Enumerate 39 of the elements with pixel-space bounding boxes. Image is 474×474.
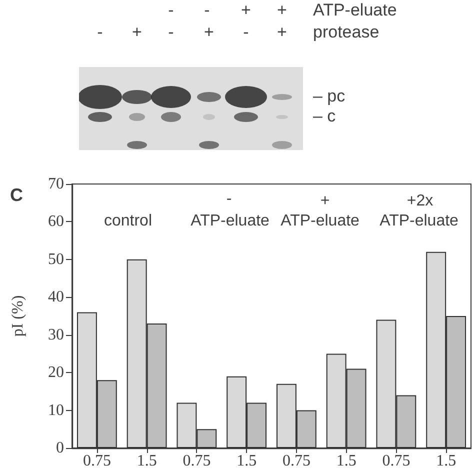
text: protease [313, 22, 380, 42]
text: - [243, 22, 249, 42]
text: C [10, 185, 23, 205]
x-tick-label: 0.75 [182, 452, 211, 470]
x-tick-label: 0.75 [382, 452, 410, 470]
x-tick-label: 0.75 [282, 452, 310, 470]
text: - [168, 0, 174, 20]
y-tick-label: 0 [56, 440, 64, 456]
text: + [277, 22, 288, 42]
y-axis-title: pI (%) [10, 295, 26, 337]
y-tick-label: 60 [48, 213, 64, 230]
text: - [168, 22, 174, 42]
text: – c [313, 106, 336, 126]
x-tick-label: 1.5 [436, 452, 456, 470]
annotation: - [226, 190, 232, 208]
text: - [204, 0, 210, 20]
annotation: ATP-eluate [190, 212, 270, 230]
annotation: control [104, 212, 152, 230]
x-tick-label: 1.5 [136, 452, 157, 470]
text: – pc [313, 86, 346, 106]
text: + [132, 22, 142, 42]
text: + [241, 0, 252, 20]
y-tick-label: 50 [48, 250, 64, 268]
x-tick-label: 1.5 [236, 452, 257, 470]
annotation: ATP-eluate [380, 212, 459, 230]
y-tick-label: 70 [48, 176, 64, 192]
annotation: ATP-eluate [280, 212, 360, 230]
text: - [97, 22, 103, 42]
y-tick-label: 30 [48, 326, 64, 344]
text: + [277, 0, 288, 20]
y-tick-label: 40 [48, 288, 64, 306]
annotation: +2x [406, 192, 434, 210]
x-tick-label: 0.75 [82, 452, 111, 470]
y-tick-label: 20 [48, 364, 64, 382]
y-tick-label: 10 [48, 402, 64, 419]
x-tick-label: 1.5 [336, 452, 356, 470]
text: + [204, 22, 214, 42]
annotation: + [320, 192, 330, 210]
text: ATP-eluate [313, 0, 397, 20]
